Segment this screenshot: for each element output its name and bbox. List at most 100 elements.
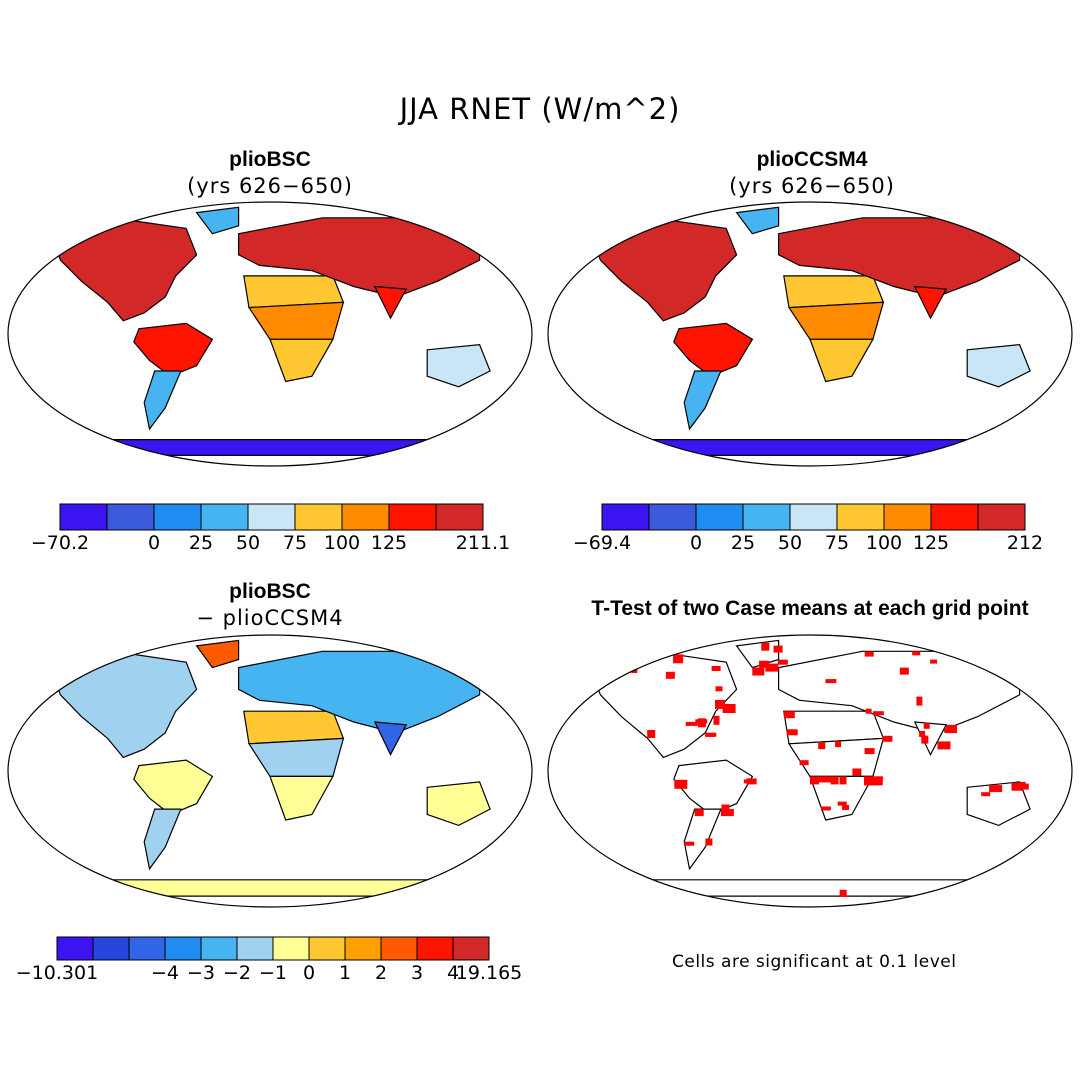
- australia-p1: [426, 343, 491, 388]
- significant-cell: [715, 699, 725, 709]
- antarctica-p3: [49, 879, 491, 897]
- significant-cell: [835, 741, 842, 748]
- eurasia-p1: [238, 217, 481, 298]
- ocean-p4: [548, 635, 1072, 907]
- significant-cell: [830, 776, 839, 785]
- africa-north-p3: [243, 710, 345, 745]
- colorbar-swatch: [452, 936, 490, 961]
- significant-cell: [946, 724, 955, 731]
- colorbar-swatch: [742, 503, 791, 531]
- colorbar-swatch: [341, 503, 390, 531]
- colorbar-tick-label: −1: [258, 962, 288, 984]
- colorbar-swatch: [344, 936, 382, 961]
- africa-central-p4: [787, 737, 885, 778]
- significant-cell: [937, 741, 951, 750]
- significant-cell: [773, 645, 783, 653]
- significant-cell: [1011, 782, 1023, 791]
- significant-cell: [824, 776, 833, 783]
- significant-cell: [810, 776, 819, 785]
- africa-central-p3: [247, 737, 345, 778]
- significance-note: Cells are significant at 0.1 level: [672, 952, 957, 972]
- colorbar-swatch: [272, 936, 310, 961]
- colorbar-tick-label: −3: [186, 962, 216, 984]
- colorbar-tick-label: 2: [374, 962, 388, 984]
- south-america-south-p3: [143, 808, 182, 871]
- colorbar-swatch: [247, 503, 296, 531]
- africa-north-p1: [243, 275, 345, 309]
- ocean-p1: [8, 202, 532, 466]
- colorbar-tick-label: 19.165: [455, 962, 523, 984]
- colorbar-tick-label: −70.2: [30, 532, 90, 554]
- significant-cell: [722, 704, 736, 713]
- significant-cell: [816, 776, 826, 783]
- colorbar-tick-label: −69.4: [572, 532, 632, 554]
- south-america-p3: [133, 759, 214, 816]
- africa-south-p4: [809, 775, 874, 821]
- map-p2: [547, 201, 1073, 467]
- significant-cell: [882, 735, 893, 742]
- colorbar-swatch: [106, 503, 155, 531]
- south-america-south-p4: [683, 808, 722, 871]
- india-p4: [913, 721, 948, 757]
- eurasia-p2: [777, 217, 1021, 298]
- significant-cell: [923, 722, 930, 729]
- ocean-p3: [8, 635, 532, 907]
- significant-cell: [720, 809, 734, 817]
- colorbar-swatch: [930, 503, 979, 531]
- colorbar-swatch: [308, 936, 346, 961]
- india-p1: [373, 285, 408, 320]
- panel2-title: plioCCSM4: [756, 148, 868, 171]
- significant-cell: [825, 679, 837, 684]
- colorbar-cb1: [59, 503, 484, 531]
- panel1-title: plioBSC: [229, 148, 311, 171]
- map-p3: [7, 634, 533, 908]
- colorbar-swatch: [153, 503, 202, 531]
- significant-cell: [946, 725, 958, 734]
- south-america-p2: [673, 322, 754, 377]
- significant-cell: [705, 732, 717, 737]
- greenland-p1: [195, 206, 240, 235]
- colorbar-tick-label: 75: [282, 532, 308, 554]
- colorbar-swatch: [435, 503, 484, 531]
- greenland-p3: [195, 639, 240, 669]
- colorbar-tick-label: 0: [302, 962, 316, 984]
- significant-cell: [916, 696, 923, 706]
- significant-cell: [864, 776, 873, 786]
- colorbar-tick-label: −10.301: [15, 962, 99, 984]
- significant-cell: [837, 801, 847, 806]
- significant-cell: [872, 711, 884, 716]
- north-america-p4: [589, 650, 738, 759]
- significant-cell: [765, 663, 779, 672]
- map-p1: [7, 201, 533, 467]
- colorbar-swatch: [601, 503, 650, 531]
- africa-south-p3: [269, 775, 334, 821]
- significant-cell: [852, 768, 862, 776]
- colorbar-swatch: [236, 936, 274, 961]
- colorbar-tick-label: 100: [323, 532, 361, 554]
- panel3-subtitle: − plioCCSM4: [196, 606, 344, 630]
- colorbar-tick-label: 75: [824, 532, 850, 554]
- south-america-south-p1: [143, 370, 182, 431]
- colorbar-swatch: [59, 503, 108, 531]
- eurasia-p4: [777, 650, 1021, 734]
- significant-cell: [1019, 781, 1026, 788]
- colorbar-tick-label: 125: [370, 532, 408, 554]
- colorbar-tick-label: 125: [912, 532, 950, 554]
- africa-north-p2: [783, 275, 885, 309]
- significant-cell: [647, 730, 656, 738]
- significant-cell: [864, 748, 875, 755]
- africa-central-p2: [787, 301, 885, 340]
- colorbar-swatch: [648, 503, 697, 531]
- significant-cell: [1009, 890, 1020, 898]
- significant-cell: [761, 642, 770, 651]
- colorbar-swatch: [92, 936, 130, 961]
- significant-cell: [839, 776, 847, 785]
- colorbar-swatch: [388, 503, 437, 531]
- significant-cell: [674, 779, 688, 789]
- colorbar-tick-label: 4: [446, 962, 460, 984]
- colorbar-swatch: [200, 936, 238, 961]
- significant-cell: [864, 651, 874, 657]
- australia-p4: [966, 781, 1031, 827]
- significant-cell: [1016, 783, 1029, 790]
- map-p4: [547, 634, 1073, 908]
